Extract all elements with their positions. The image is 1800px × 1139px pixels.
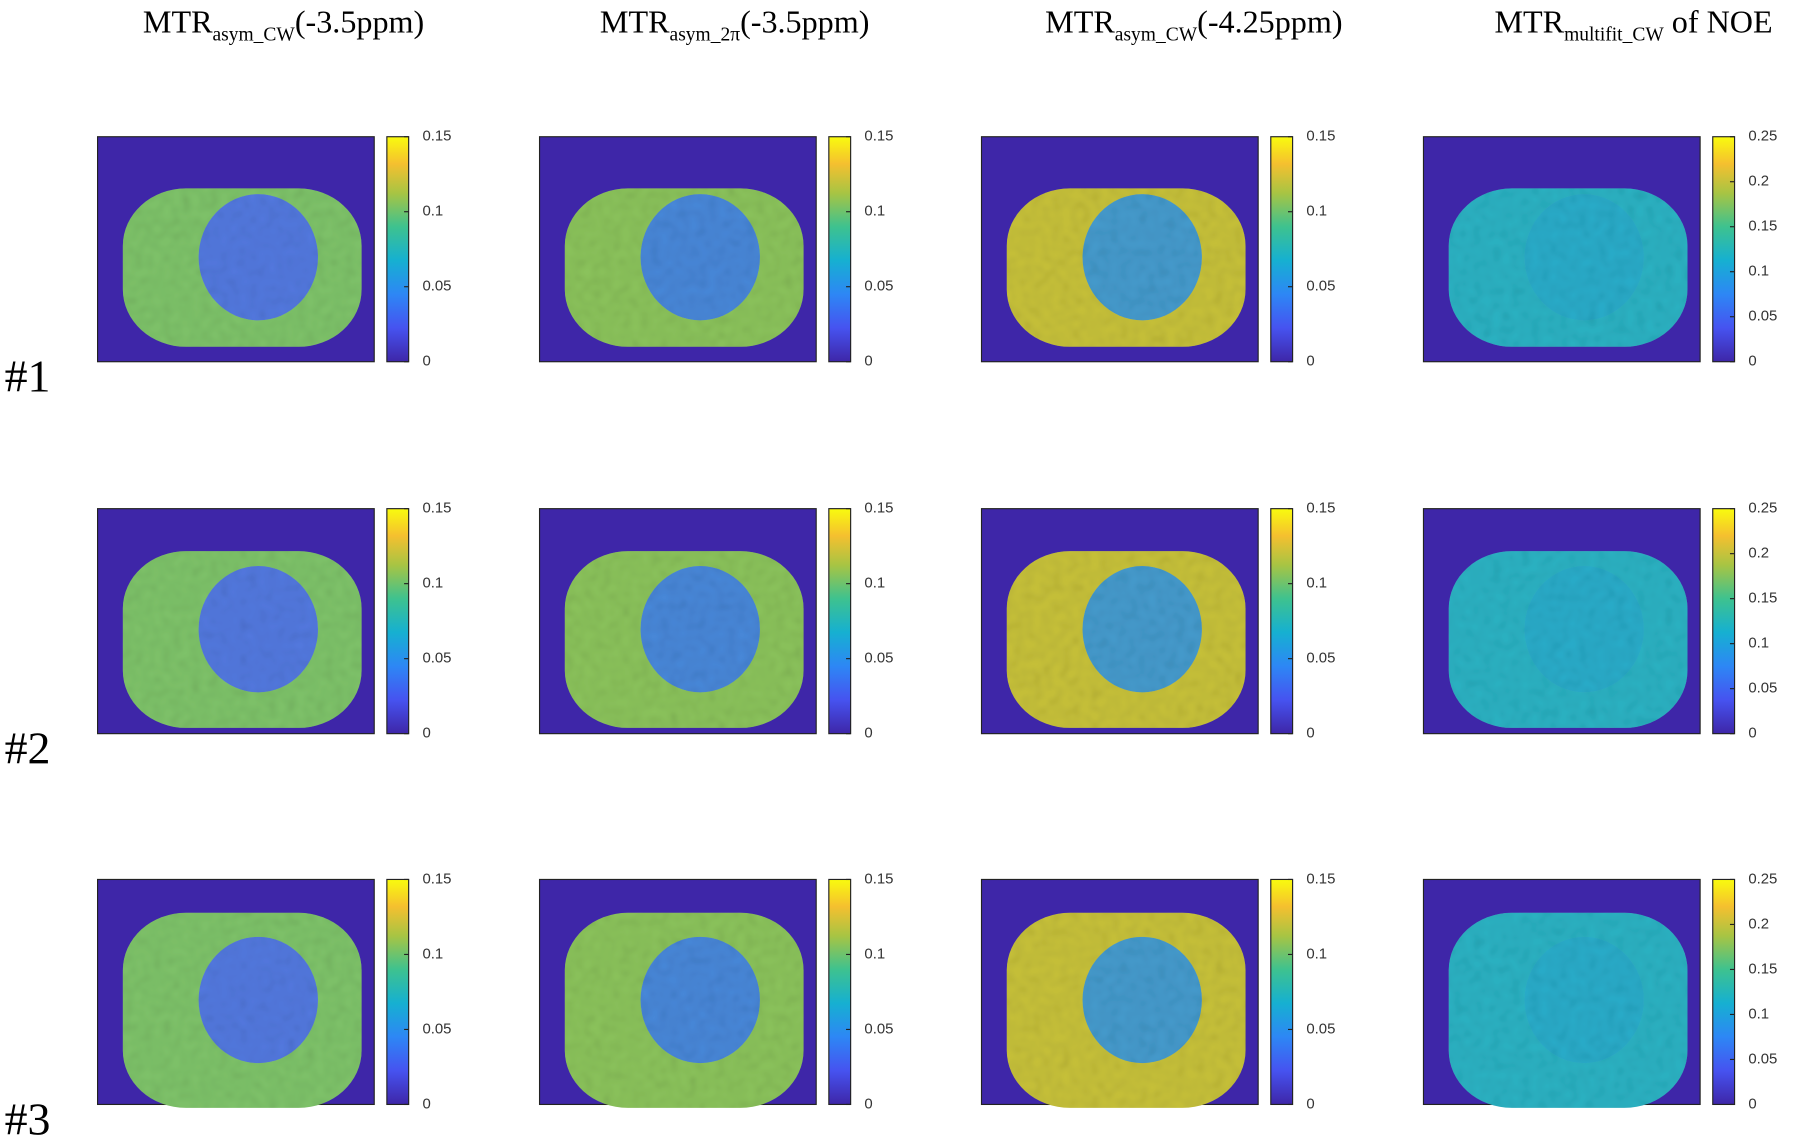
- colorbar-tick-label: 0.15: [422, 870, 451, 887]
- row-label: #2: [5, 723, 51, 774]
- colorbar-tick-label: 0.05: [1748, 1050, 1777, 1067]
- title-main: MTR: [600, 3, 670, 39]
- colorbar-tick-label: 0.05: [864, 278, 893, 295]
- colorbar-tick-label: 0: [1306, 1095, 1314, 1112]
- title-rest: (-3.5ppm): [740, 3, 869, 39]
- colorbar-tick-label: 0.15: [1306, 870, 1335, 887]
- colorbar-tick-label: 0: [864, 725, 872, 742]
- colorbar-tick-label: 0: [1748, 725, 1756, 742]
- colorbar-tick-label: 0.05: [1306, 650, 1335, 667]
- colorbar-tick-label: 0.05: [422, 278, 451, 295]
- column-title: MTRasym_CW(-3.5ppm): [143, 3, 424, 45]
- colorbar-tick-label: 0.1: [1748, 635, 1769, 652]
- title-rest: (-3.5ppm): [295, 3, 424, 39]
- title-main: MTR: [143, 3, 213, 39]
- colorbar: [1270, 878, 1294, 1106]
- colorbar-tick-label: 0: [864, 1095, 872, 1112]
- title-sub: asym_CW: [213, 24, 296, 45]
- lesion-region: [1082, 194, 1202, 321]
- lesion-region: [1082, 566, 1202, 693]
- colorbar-tick-label: 0: [1306, 353, 1314, 370]
- colorbar-tick-label: 0.25: [1748, 870, 1777, 887]
- colorbar-tick-label: 0.05: [864, 1020, 893, 1037]
- colorbar-tick-label: 0.05: [1306, 278, 1335, 295]
- colorbar-tick-label: 0.05: [1306, 1020, 1335, 1037]
- lesion-region: [1524, 566, 1644, 693]
- colorbar: [1270, 508, 1294, 735]
- colorbar-tick-label: 0.15: [1306, 500, 1335, 517]
- lesion-region: [1524, 936, 1644, 1064]
- colorbar: [828, 508, 852, 735]
- colorbar-tick-label: 0.05: [864, 650, 893, 667]
- column-title: MTRasym_CW(-4.25ppm): [1045, 3, 1342, 45]
- colorbar-tick-label: 0: [422, 353, 430, 370]
- title-main: MTR: [1494, 3, 1564, 39]
- lesion-region: [640, 566, 760, 693]
- lesion-region: [640, 194, 760, 321]
- row-label: #1: [5, 351, 51, 402]
- colorbar: [386, 878, 410, 1106]
- colorbar-tick-label: 0.1: [422, 575, 443, 592]
- colorbar: [386, 136, 410, 363]
- colorbar-tick-label: 0.1: [1748, 1005, 1769, 1022]
- colorbar-tick-label: 0.05: [1748, 308, 1777, 325]
- title-rest: (-4.25ppm): [1197, 3, 1342, 39]
- column-title: MTRmultifit_CW of NOE: [1494, 3, 1772, 45]
- colorbar-tick-label: 0.25: [1748, 500, 1777, 517]
- colorbar-tick-label: 0: [1748, 353, 1756, 370]
- lesion-region: [198, 936, 318, 1064]
- colorbar-tick-label: 0.15: [864, 500, 893, 517]
- colorbar-tick-label: 0.15: [864, 128, 893, 145]
- colorbar-tick-label: 0.05: [422, 1020, 451, 1037]
- colorbar-tick-label: 0.1: [1748, 263, 1769, 280]
- colorbar-tick-label: 0.15: [422, 128, 451, 145]
- title-sub: multifit_CW: [1564, 24, 1664, 45]
- colorbar-tick-label: 0.1: [864, 203, 885, 220]
- colorbar-tick-label: 0: [864, 353, 872, 370]
- colorbar: [828, 136, 852, 363]
- column-title: MTRasym_2π(-3.5ppm): [600, 3, 870, 45]
- colorbar: [1712, 878, 1736, 1106]
- colorbar-tick-label: 0.15: [1306, 128, 1335, 145]
- colorbar-tick-label: 0.15: [1748, 590, 1777, 607]
- colorbar-tick-label: 0.1: [864, 945, 885, 962]
- colorbar-tick-label: 0.1: [422, 945, 443, 962]
- colorbar-tick-label: 0.2: [1748, 545, 1769, 562]
- colorbar-tick-label: 0.1: [1306, 203, 1327, 220]
- title-rest: of NOE: [1664, 3, 1773, 39]
- colorbar-tick-label: 0: [1748, 1095, 1756, 1112]
- colorbar-tick-label: 0.2: [1748, 915, 1769, 932]
- colorbar-tick-label: 0.15: [422, 500, 451, 517]
- colorbar-tick-label: 0.2: [1748, 173, 1769, 190]
- colorbar-tick-label: 0.15: [864, 870, 893, 887]
- colorbar-tick-label: 0.05: [422, 650, 451, 667]
- colorbar: [1270, 136, 1294, 363]
- colorbar: [386, 508, 410, 735]
- lesion-region: [1524, 194, 1644, 321]
- title-sub: asym_CW: [1115, 24, 1198, 45]
- colorbar-tick-label: 0: [422, 1095, 430, 1112]
- row-label: #3: [5, 1093, 51, 1139]
- colorbar: [828, 878, 852, 1106]
- colorbar-tick-label: 0.15: [1748, 960, 1777, 977]
- colorbar-tick-label: 0.05: [1748, 680, 1777, 697]
- lesion-region: [1082, 936, 1202, 1064]
- title-main: MTR: [1045, 3, 1115, 39]
- colorbar-tick-label: 0: [422, 725, 430, 742]
- colorbar-tick-label: 0.1: [1306, 575, 1327, 592]
- colorbar-tick-label: 0: [1306, 725, 1314, 742]
- colorbar-tick-label: 0.1: [1306, 945, 1327, 962]
- colorbar-tick-label: 0.1: [422, 203, 443, 220]
- colorbar: [1712, 136, 1736, 363]
- title-sub: asym_2π: [670, 24, 741, 45]
- colorbar-tick-label: 0.25: [1748, 128, 1777, 145]
- colorbar: [1712, 508, 1736, 735]
- colorbar-tick-label: 0.15: [1748, 218, 1777, 235]
- lesion-region: [640, 936, 760, 1064]
- lesion-region: [198, 194, 318, 321]
- colorbar-tick-label: 0.1: [864, 575, 885, 592]
- lesion-region: [198, 566, 318, 693]
